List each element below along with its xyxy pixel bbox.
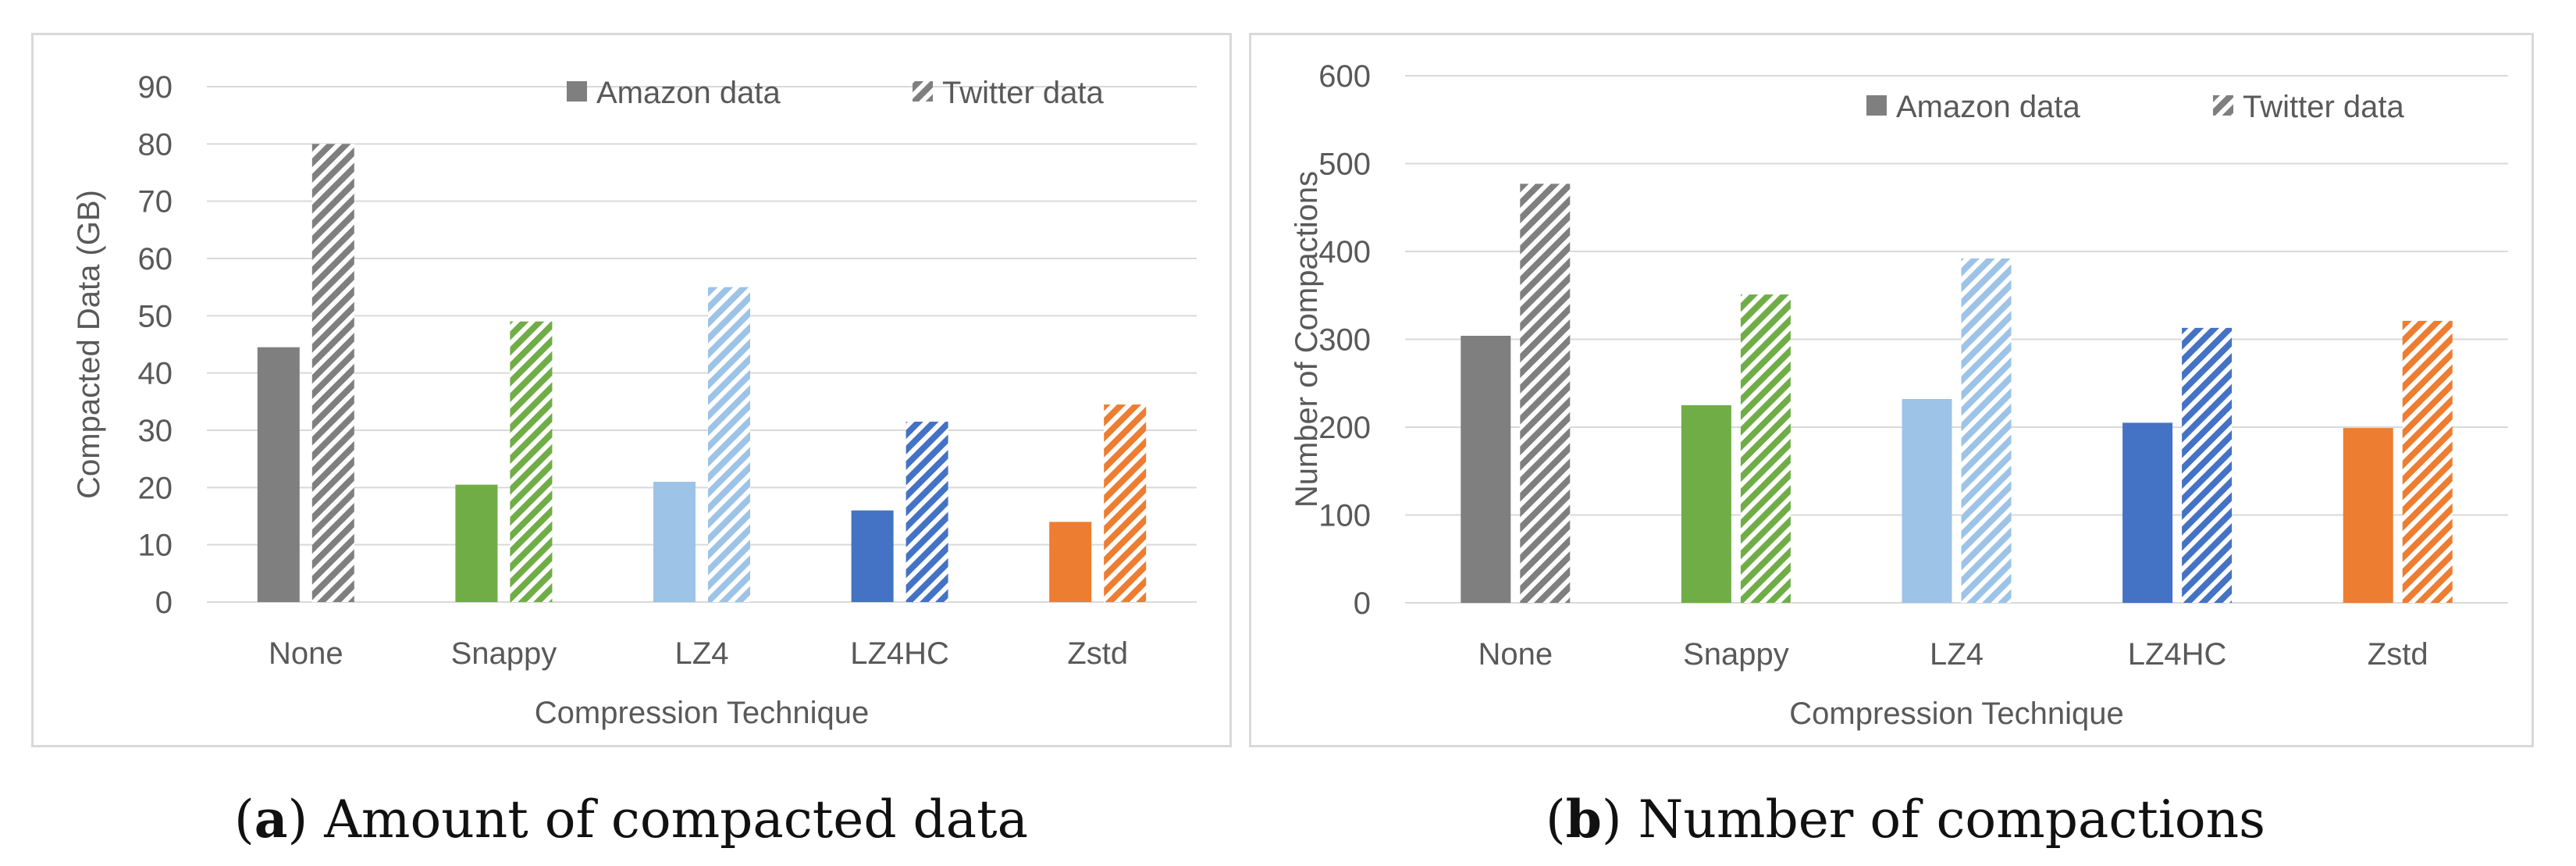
y-tick-label: 0 — [1354, 586, 1371, 621]
chart-panel-compacted-data: 0 10 20 30 40 50 60 70 80 90 None Snappy LZ4 LZ4HC Zst… — [31, 33, 1232, 747]
bar-snappy-twitter — [1740, 294, 1791, 603]
bar-zstd-twitter — [2402, 320, 2453, 603]
y-tick-label: 50 — [138, 299, 173, 333]
caption-a: (a) Amount of compacted data — [234, 789, 1029, 850]
bar-lz4-amazon — [1902, 399, 1952, 603]
legend-swatch-twitter — [913, 81, 933, 102]
y-tick-label: 70 — [138, 185, 173, 219]
bar-zstd-amazon — [2343, 428, 2393, 603]
y-tick-label: 100 — [1318, 499, 1371, 533]
bar-zstd-twitter — [1104, 404, 1147, 602]
y-tick-label: 60 — [138, 242, 173, 276]
bar-lz4hc-amazon — [851, 510, 894, 602]
compacted-data-chart: 0 10 20 30 40 50 60 70 80 90 None Snappy LZ4 LZ4HC Zst… — [72, 70, 1197, 730]
y-tick-label: 40 — [138, 357, 173, 391]
y-axis-label: Compacted Data (GB) — [72, 190, 106, 499]
x-tick-label: LZ4HC — [2128, 637, 2227, 672]
y-tick-label: 600 — [1318, 59, 1371, 94]
x-axis-label: Compression Technique — [1789, 697, 2123, 731]
bar-snappy-twitter — [510, 321, 553, 602]
y-tick-label: 90 — [138, 70, 173, 105]
y-axis-label: Number of Compactions — [1290, 171, 1324, 508]
legend-label-amazon: Amazon data — [1896, 90, 2080, 124]
bar-lz4-twitter — [1961, 258, 2012, 603]
x-tick-label: None — [1478, 637, 1553, 672]
legend-swatch-twitter — [2213, 95, 2233, 116]
x-tick-label: LZ4HC — [850, 636, 949, 671]
bar-none-twitter — [1520, 184, 1571, 603]
bar-lz4hc-twitter — [2182, 327, 2233, 603]
caption-b: (b) Number of compactions — [1546, 789, 2266, 850]
legend-swatch-amazon — [1866, 95, 1887, 116]
bar-lz4-amazon — [653, 482, 696, 602]
bar-none-twitter — [311, 144, 354, 603]
x-tick-label: None — [269, 636, 343, 671]
bar-snappy-amazon — [1681, 404, 1731, 603]
legend-label-twitter: Twitter data — [942, 76, 1105, 110]
y-tick-label: 30 — [138, 414, 173, 448]
y-tick-label: 200 — [1318, 411, 1371, 445]
legend-label-twitter: Twitter data — [2243, 90, 2405, 124]
legend-label-amazon: Amazon data — [596, 76, 781, 110]
y-tick-label: 500 — [1318, 148, 1371, 182]
y-tick-label: 0 — [155, 586, 173, 620]
bar-lz4hc-amazon — [2122, 422, 2173, 603]
y-tick-label: 80 — [138, 127, 173, 162]
y-tick-label: 10 — [138, 529, 173, 563]
bar-lz4hc-twitter — [906, 422, 948, 602]
y-tick-label: 300 — [1318, 323, 1371, 358]
legend-swatch-amazon — [567, 81, 587, 102]
bar-zstd-amazon — [1049, 522, 1092, 602]
y-tick-label: 20 — [138, 471, 173, 505]
x-tick-label: Snappy — [451, 636, 557, 671]
bar-snappy-amazon — [455, 484, 498, 602]
x-tick-label: Zstd — [2368, 637, 2428, 672]
x-tick-label: LZ4 — [1930, 637, 1984, 672]
x-tick-label: Snappy — [1683, 637, 1789, 672]
bar-none-amazon — [1461, 336, 1511, 603]
y-tick-label: 400 — [1318, 235, 1371, 269]
number-of-compactions-chart: 0 100 200 300 400 500 600 None Snappy LZ4 LZ4HC Zst… — [1290, 59, 2508, 731]
chart-panel-number-of-compactions: 0 100 200 300 400 500 600 None Snappy LZ4 LZ4HC Zst… — [1249, 33, 2534, 747]
bar-none-amazon — [257, 347, 300, 602]
x-tick-label: LZ4 — [675, 636, 729, 671]
x-axis-label: Compression Technique — [535, 696, 869, 730]
bar-lz4-twitter — [708, 287, 750, 602]
x-tick-label: Zstd — [1067, 636, 1128, 671]
